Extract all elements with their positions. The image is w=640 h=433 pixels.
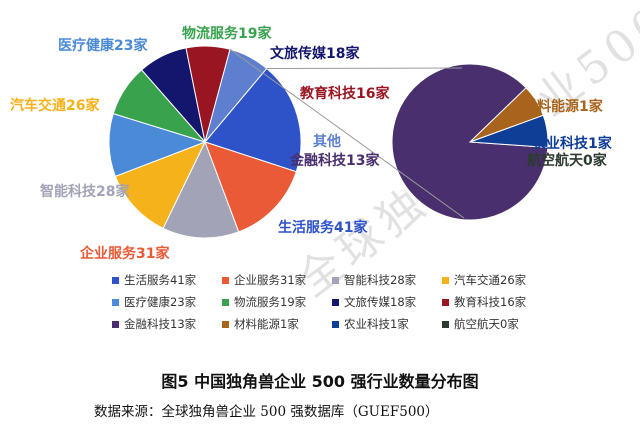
legend-item-7: 文旅传媒18家 bbox=[332, 294, 442, 310]
main-label-1: 生活服务41家 bbox=[278, 219, 368, 236]
legend-swatch bbox=[442, 276, 449, 284]
secondary-label-3: 农业科技1家 bbox=[531, 135, 613, 152]
connector-line-top bbox=[266, 67, 463, 69]
legend-item-3: 智能科技28家 bbox=[332, 272, 442, 288]
legend-label: 农业科技1家 bbox=[344, 317, 409, 331]
legend-label: 医疗健康23家 bbox=[124, 295, 197, 309]
legend-item-9: 金融科技13家 bbox=[112, 316, 222, 332]
legend-swatch bbox=[332, 298, 339, 306]
main-label-8: 教育科技16家 bbox=[300, 85, 390, 102]
legend-swatch bbox=[222, 320, 229, 328]
legend-item-6: 物流服务19家 bbox=[222, 294, 332, 310]
legend-swatch bbox=[332, 320, 339, 328]
legend-swatch bbox=[112, 298, 119, 306]
secondary-label-1: 金融科技13家 bbox=[289, 152, 380, 169]
figure-caption: 图5 中国独角兽企业 500 强行业数量分布图 bbox=[161, 372, 479, 391]
main-label-3: 智能科技28家 bbox=[39, 183, 130, 200]
legend-swatch bbox=[222, 276, 229, 284]
main-label-5: 医疗健康23家 bbox=[58, 37, 148, 54]
secondary-pie-slice-3 bbox=[469, 114, 549, 148]
legend-item-11: 农业科技1家 bbox=[332, 316, 442, 332]
legend-label: 文旅传媒18家 bbox=[344, 295, 417, 309]
chart-legend: 生活服务41家 企业服务31家 智能科技28家 汽车交通26家医疗健康23家 物流服务1… bbox=[112, 272, 552, 332]
legend-swatch bbox=[112, 276, 119, 284]
legend-item-2: 企业服务31家 bbox=[222, 272, 332, 288]
legend-label: 智能科技28家 bbox=[344, 273, 417, 287]
legend-item-8: 教育科技16家 bbox=[442, 294, 552, 310]
legend-swatch bbox=[442, 298, 449, 306]
secondary-label-4: 航空航天0家 bbox=[527, 152, 608, 169]
main-pie-slice-2 bbox=[204, 141, 297, 233]
secondary-label-2: 材料能源1家 bbox=[523, 98, 604, 115]
main-label-7: 文旅传媒18家 bbox=[270, 45, 360, 62]
connector-line-bottom bbox=[229, 48, 465, 219]
legend-label: 教育科技16家 bbox=[454, 295, 527, 309]
legend-swatch bbox=[442, 320, 449, 328]
legend-label: 汽车交通26家 bbox=[454, 273, 527, 287]
main-label-6: 物流服务19家 bbox=[182, 25, 272, 42]
main-label-9: 其他 bbox=[313, 133, 341, 150]
data-source-note: 数据来源：全球独角兽企业 500 强数据库（GUEF500） bbox=[94, 404, 439, 420]
legend-swatch bbox=[332, 276, 339, 284]
legend-swatch bbox=[112, 320, 119, 328]
legend-label: 物流服务19家 bbox=[234, 295, 307, 309]
main-label-2: 企业服务31家 bbox=[79, 245, 170, 262]
main-pie-slice-1 bbox=[204, 67, 302, 173]
main-pie-slice-4 bbox=[114, 141, 207, 230]
legend-item-1: 生活服务41家 bbox=[112, 272, 222, 288]
legend-item-5: 医疗健康23家 bbox=[112, 294, 222, 310]
main-label-4: 汽车交通26家 bbox=[10, 97, 100, 114]
legend-label: 航空航天0家 bbox=[454, 317, 519, 331]
legend-swatch bbox=[222, 298, 229, 306]
legend-label: 材料能源1家 bbox=[234, 317, 299, 331]
legend-label: 企业服务31家 bbox=[234, 273, 307, 287]
legend-label: 金融科技13家 bbox=[124, 317, 197, 331]
legend-item-4: 汽车交通26家 bbox=[442, 272, 552, 288]
legend-label: 生活服务41家 bbox=[124, 273, 197, 287]
legend-item-10: 材料能源1家 bbox=[222, 316, 332, 332]
legend-item-12: 航空航天0家 bbox=[442, 316, 552, 332]
main-pie-slice-3 bbox=[162, 140, 240, 239]
